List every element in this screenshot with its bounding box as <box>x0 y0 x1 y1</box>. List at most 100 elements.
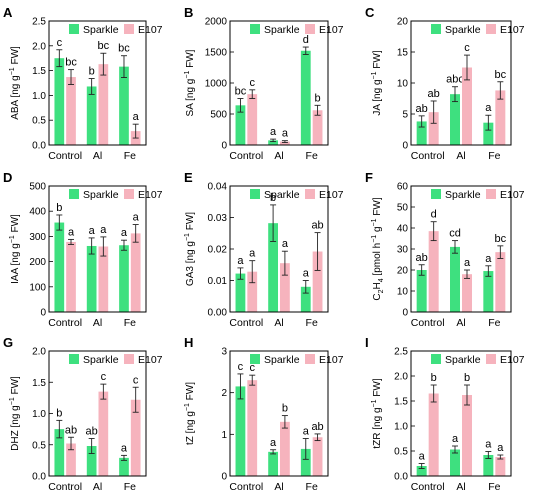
y-title-unit: [ng g <box>10 75 21 97</box>
y-title-sup: −1 <box>371 399 378 407</box>
y-title-main: GA3 <box>185 263 196 286</box>
y-title-sup: −1 <box>184 233 191 241</box>
legend-swatch <box>431 24 441 34</box>
y-tick-label: 400 <box>29 207 46 218</box>
y-title-unit: [ng g <box>185 411 196 433</box>
legend-label: Sparkle <box>445 189 481 201</box>
legend-swatch <box>124 189 134 199</box>
y-tick-label: 1000 <box>205 79 228 90</box>
significance-letter: abc <box>446 74 464 86</box>
plot-frame <box>410 350 512 477</box>
y-axis-title: SA [ng g−1 FW] <box>184 49 196 116</box>
significance-letter: a <box>282 128 289 140</box>
panel-label: C <box>365 5 375 20</box>
y-tick-label: 0.0 <box>32 141 46 152</box>
bar-e107 <box>428 112 439 145</box>
significance-letter: a <box>133 111 140 123</box>
bar-e107 <box>98 246 109 312</box>
y-tick-label: 1500 <box>205 48 228 59</box>
significance-letter: b <box>315 92 321 104</box>
significance-letter: d <box>303 34 309 46</box>
legend-label: E107 <box>500 24 525 36</box>
significance-letter: c <box>238 361 244 373</box>
y-title-unit: [ng g <box>185 79 196 101</box>
y-title-unit: [ng g <box>185 241 196 263</box>
legend-swatch <box>250 24 260 34</box>
legend-label: E107 <box>500 189 525 201</box>
significance-letter: a <box>452 433 459 445</box>
legend-label: Sparkle <box>445 354 481 366</box>
significance-letter: a <box>419 451 426 463</box>
y-title-tail: g <box>372 226 383 234</box>
significance-letter: b <box>431 372 437 384</box>
significance-letter: bc <box>495 69 507 81</box>
x-tick-label: Al <box>274 481 283 493</box>
x-tick-label: Al <box>93 150 102 162</box>
panel-a: A 0.0 0.5 1.0 1.5 2.0 2.5 ABA [ng g−1 FW] Contro… <box>3 5 163 162</box>
y-axis-title: JA [ng g−1 FW] <box>371 50 383 115</box>
bar-sparkle <box>119 457 129 476</box>
y-tick-label: 10 <box>397 287 409 298</box>
bar-e107 <box>462 67 472 145</box>
significance-letter: a <box>282 238 289 250</box>
y-title-tail: FW] <box>372 50 383 71</box>
significance-letter: bc <box>98 40 110 52</box>
plot-frame <box>48 350 147 477</box>
y-tick-label: 100 <box>29 282 46 293</box>
bar-sparkle <box>54 429 65 476</box>
panel-label: E <box>184 170 193 185</box>
y-title-tail: FW] <box>372 197 383 218</box>
significance-letter: a <box>249 248 256 260</box>
legend-swatch <box>486 354 496 364</box>
bar-e107 <box>130 233 141 312</box>
x-tick-label: Control <box>411 481 445 493</box>
significance-letter: c <box>133 374 139 386</box>
bar-sparkle <box>54 58 65 146</box>
bar-e107 <box>428 393 439 476</box>
significance-letter: a <box>237 255 244 267</box>
y-title-unit: [ng g <box>10 243 21 265</box>
legend-label: E107 <box>138 354 163 366</box>
plot-frame <box>48 20 147 146</box>
significance-letter: bc <box>65 57 77 69</box>
panel-label: D <box>3 170 12 185</box>
y-title-sup: −1 <box>184 403 191 411</box>
y-tick-label: 3 <box>221 347 227 358</box>
y-title-mid: H <box>372 282 383 289</box>
bar-e107 <box>247 94 258 145</box>
x-tick-label: Al <box>274 317 283 329</box>
y-title-sup: −1 <box>9 67 16 75</box>
x-tick-label: Fe <box>488 481 500 493</box>
legend-label: Sparkle <box>264 354 300 366</box>
legend-swatch <box>305 24 315 34</box>
y-axis-title: DHZ [ng g−1 FW] <box>9 376 21 451</box>
legend-label: E107 <box>319 354 344 366</box>
legend-swatch <box>69 354 79 364</box>
significance-letter: a <box>68 226 75 238</box>
y-tick-label: 1.5 <box>32 66 46 77</box>
bar-sparkle <box>235 273 246 312</box>
significance-letter: a <box>270 126 277 138</box>
y-tick-label: 1.0 <box>32 91 46 102</box>
y-title-sup: −1 <box>371 71 378 79</box>
legend-swatch <box>486 24 496 34</box>
bar-e107 <box>66 443 76 476</box>
y-tick-label: 300 <box>29 232 46 243</box>
bar-sparkle <box>416 121 427 145</box>
y-tick-label: 0.02 <box>208 245 228 256</box>
plot-frame <box>410 20 512 146</box>
plot-frame <box>48 185 147 313</box>
bar-e107 <box>280 421 290 476</box>
x-tick-label: Control <box>229 481 263 493</box>
y-title-unit: [ng g <box>372 407 383 429</box>
y-tick-label: 0 <box>402 308 408 319</box>
bar-sparkle <box>483 455 494 476</box>
x-tick-label: Fe <box>488 150 500 162</box>
legend-swatch <box>124 24 134 34</box>
x-tick-label: Fe <box>488 317 500 329</box>
x-tick-label: Fe <box>124 481 136 493</box>
bar-e107 <box>280 263 290 312</box>
